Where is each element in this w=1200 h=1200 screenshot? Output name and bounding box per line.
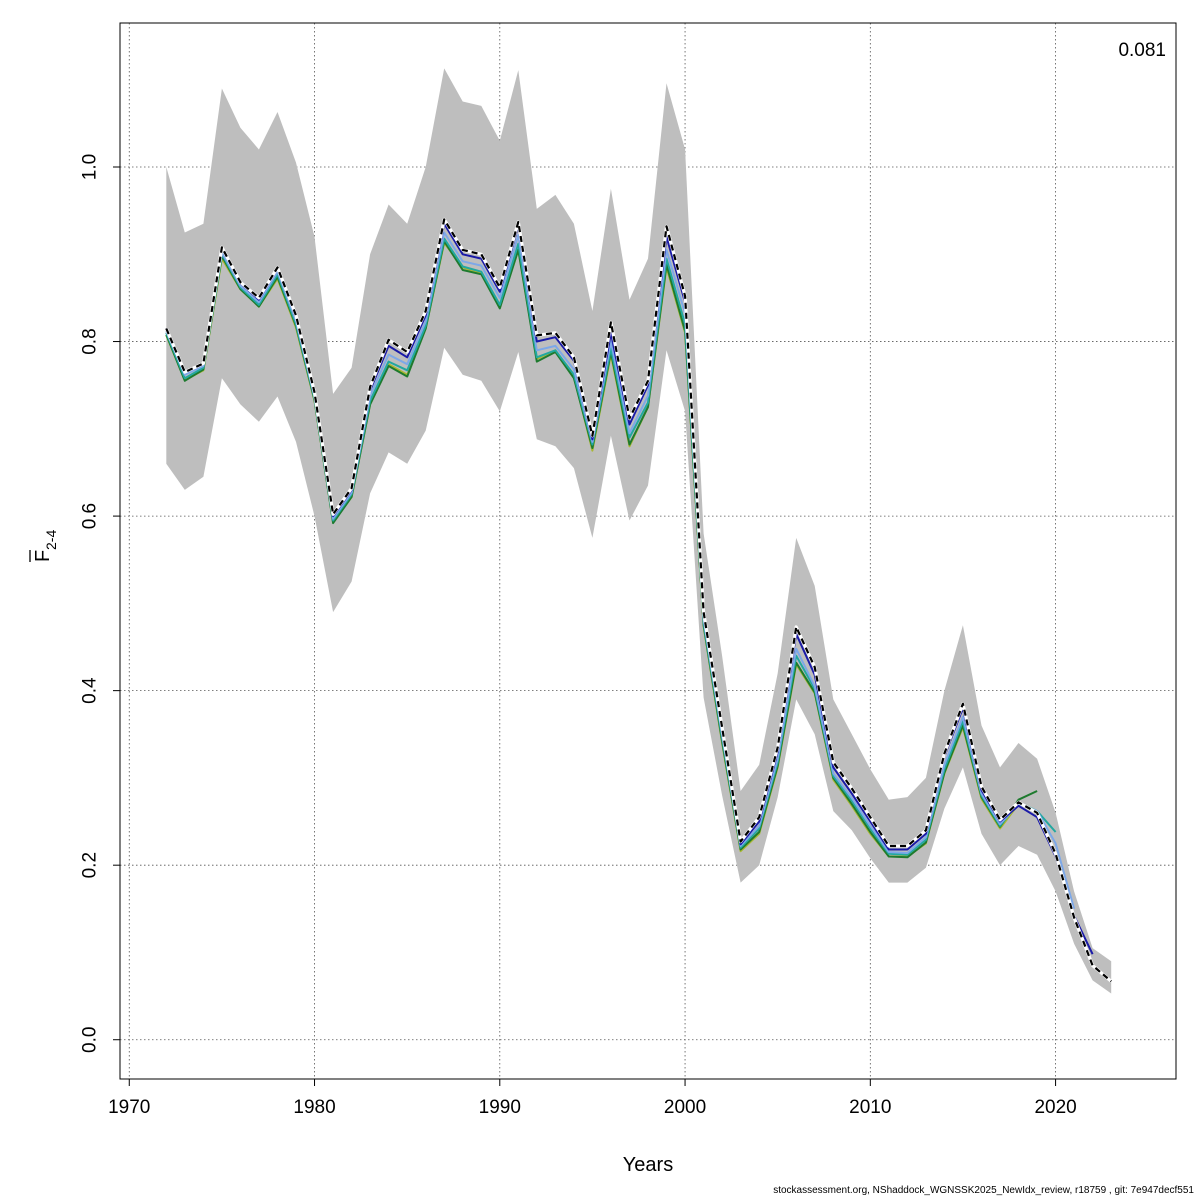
axes: 1970 1980 1990 2000 2010 2020 0.0 0.2 0.4 0.6 0.8 1…: [80, 154, 1077, 1118]
series-lines-group: [164, 217, 1113, 983]
corner-value-label: 0.081: [1118, 40, 1166, 61]
y-tick-label-4: 0.8: [80, 328, 101, 354]
y-tick-label-2: 0.4: [80, 677, 101, 704]
y-tick-label-0: 0.0: [80, 1027, 101, 1053]
x-tick-label-1990: 1990: [479, 1097, 521, 1118]
confidence-band: [166, 68, 1112, 994]
x-axis-title: Years: [623, 1154, 673, 1176]
x-tick-label-1970: 1970: [108, 1097, 150, 1118]
x-tick-label-2000: 2000: [664, 1097, 706, 1118]
y-axis-title: F 2-4: [29, 530, 59, 562]
y-axis-title-subscript: 2-4: [43, 530, 59, 550]
y-tick-label-1: 0.2: [80, 852, 101, 878]
y-tick-label-5: 1.0: [80, 154, 101, 180]
x-tick-label-2010: 2010: [849, 1097, 891, 1118]
confidence-band-group: [166, 68, 1112, 994]
series-line-0: [165, 218, 1112, 983]
footer-source-text: stockassessment.org, NShaddock_WGNSSK202…: [773, 1185, 1194, 1196]
y-axis-title-main: F: [32, 550, 54, 562]
x-tick-label-1980: 1980: [293, 1097, 335, 1118]
x-tick-label-2020: 2020: [1034, 1097, 1076, 1118]
y-tick-label-3: 0.6: [80, 503, 101, 529]
